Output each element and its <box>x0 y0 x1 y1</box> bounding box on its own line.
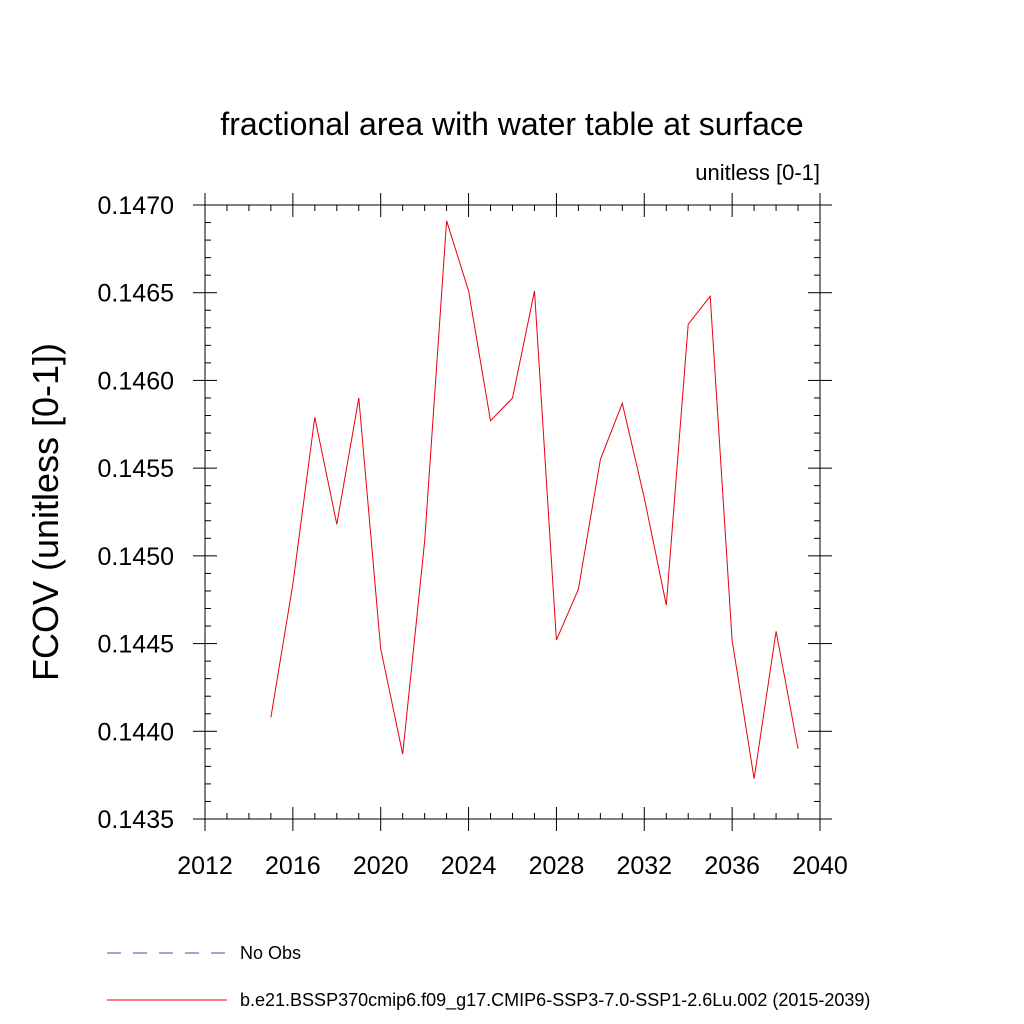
x-tick-label: 2024 <box>441 852 497 880</box>
x-tick-label: 2040 <box>792 852 848 880</box>
y-tick-labels: 0.1435 0.1440 0.1445 0.1450 0.1455 0.1460 0.14… <box>98 192 174 834</box>
series-line <box>270 220 799 779</box>
x-tick-label: 2036 <box>704 852 760 880</box>
y-tick-label: 0.1455 <box>98 455 174 483</box>
x-tick-label: 2032 <box>616 852 672 880</box>
y-tick-label: 0.1445 <box>98 631 174 659</box>
y-tick-label: 0.1460 <box>98 367 174 395</box>
series-layer <box>270 220 799 779</box>
y-tick-label: 0.1435 <box>98 806 174 834</box>
chart-subtitle: unitless [0-1] <box>695 160 820 185</box>
x-tick-label: 2028 <box>529 852 585 880</box>
x-tick-label: 2012 <box>177 852 233 880</box>
y-tick-label: 0.1440 <box>98 718 174 746</box>
axis-ticks <box>193 193 832 831</box>
legend: No Obs b.e21.BSSP370cmip6.f09_g17.CMIP6-… <box>107 943 870 1011</box>
chart-title: fractional area with water table at surf… <box>220 106 803 142</box>
plot-frame <box>204 204 821 820</box>
y-tick-label: 0.1465 <box>98 280 174 308</box>
x-tick-labels: 2012 2016 2020 2024 2028 2032 2036 2040 <box>177 852 848 880</box>
x-tick-label: 2016 <box>265 852 321 880</box>
legend-label-no-obs: No Obs <box>240 943 301 963</box>
y-tick-label: 0.1470 <box>98 192 174 220</box>
legend-label-model: b.e21.BSSP370cmip6.f09_g17.CMIP6-SSP3-7.… <box>240 990 870 1011</box>
y-tick-label: 0.1450 <box>98 543 174 571</box>
y-axis-label: FCOV (unitless [0-1]) <box>25 343 66 681</box>
x-tick-label: 2020 <box>353 852 409 880</box>
